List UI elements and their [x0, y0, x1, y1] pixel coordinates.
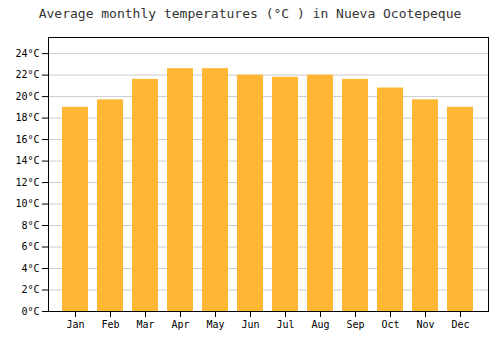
svg-text:18°C: 18°C [15, 112, 39, 123]
svg-text:20°C: 20°C [15, 91, 39, 102]
svg-text:6°C: 6°C [21, 241, 39, 252]
html-text:Average monthly temperatures (: Average monthly temperatures (°C ) in Nu… [38, 6, 462, 21]
svg-text:16°C: 16°C [15, 134, 39, 145]
svg-text:22°C: 22°C [15, 69, 39, 80]
svg-text:Apr: Apr [171, 319, 189, 330]
svg-text:Mar: Mar [136, 319, 154, 330]
svg-text:Sep: Sep [346, 319, 364, 330]
svg-text:4°C: 4°C [21, 263, 39, 274]
svg-text:Dec: Dec [451, 319, 469, 330]
svg-text:Jun: Jun [241, 319, 259, 330]
svg-text:Aug: Aug [311, 319, 329, 330]
svg-text:10°C: 10°C [15, 198, 39, 209]
svg-text:24°C: 24°C [15, 48, 39, 59]
svg-text:Oct: Oct [381, 319, 399, 330]
svg-text:Jan: Jan [66, 319, 84, 330]
svg-text:0°C: 0°C [21, 306, 39, 317]
svg-text:Feb: Feb [101, 319, 119, 330]
svg-text:12°C: 12°C [15, 177, 39, 188]
svg-text:14°C: 14°C [15, 155, 39, 166]
svg-text:May: May [206, 319, 224, 330]
svg-text:2°C: 2°C [21, 284, 39, 295]
svg-text:8°C: 8°C [21, 220, 39, 231]
svg-text:Nov: Nov [416, 319, 434, 330]
svg-text:Jul: Jul [276, 319, 294, 330]
